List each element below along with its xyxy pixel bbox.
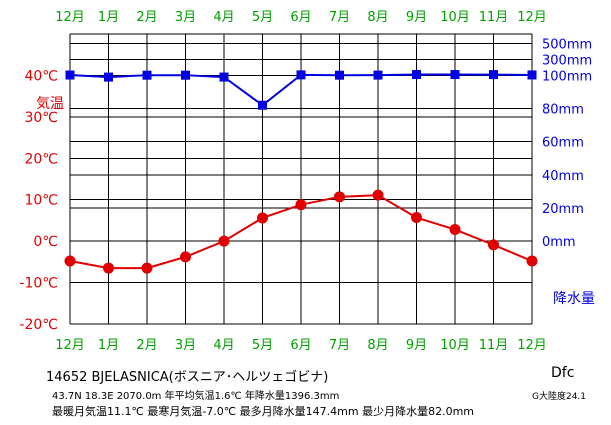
precipitation-point — [219, 72, 229, 82]
precipitation-tick-label: 300mm — [542, 53, 592, 68]
precipitation-point — [489, 70, 498, 80]
temperature-point — [449, 224, 461, 236]
month-label-bottom: 1月 — [98, 338, 119, 353]
precipitation-tick-label: 20mm — [542, 202, 584, 217]
precipitation-point — [527, 70, 537, 80]
temperature-point — [103, 262, 114, 274]
precipitation-tick-label: 100mm — [542, 69, 592, 84]
precipitation-tick-label: 0mm — [542, 235, 576, 250]
month-label-bottom: 3月 — [175, 338, 196, 353]
temperature-tick-label: 30℃ — [24, 110, 58, 126]
month-label-top: 11月 — [479, 10, 509, 25]
precipitation-point — [104, 72, 113, 82]
precipitation-point — [373, 70, 383, 80]
month-label-bottom: 5月 — [252, 338, 273, 353]
precipitation-axis-label: 降水量 — [553, 291, 595, 307]
precipitation-point — [65, 70, 75, 80]
temperature-point — [141, 262, 153, 274]
temperature-point — [295, 199, 307, 211]
precipitation-point — [296, 70, 306, 80]
month-label-bottom: 8月 — [367, 338, 388, 353]
temperature-tick-label: 40℃ — [24, 68, 58, 84]
precipitation-point — [258, 100, 267, 110]
month-label-bottom: 9月 — [406, 338, 427, 353]
temperature-point — [64, 255, 76, 267]
continentality-index: G大陸度24.1 — [532, 392, 587, 402]
station-statistics: 43.7N 18.3E 2070.0m 年平均気温1.6℃ 年降水量1396.3… — [52, 391, 340, 402]
month-label-top: 12月 — [55, 10, 85, 25]
month-label-bottom: 2月 — [136, 338, 157, 353]
precipitation-tick-label: 60mm — [542, 136, 584, 151]
month-label-top: 10月 — [440, 10, 470, 25]
station-extremes: 最暖月気温11.1℃ 最寒月気温-7.0℃ 最多月降水量147.4mm 最少月降… — [52, 405, 474, 418]
month-label-top: 3月 — [175, 10, 196, 25]
climate-classification: Dfc — [551, 365, 575, 381]
temperature-tick-label: -20℃ — [19, 317, 58, 333]
month-label-top: 9月 — [406, 10, 427, 25]
temperature-point — [526, 255, 538, 267]
temperature-point — [257, 212, 268, 224]
month-label-bottom: 12月 — [517, 338, 547, 353]
month-label-bottom: 6月 — [290, 338, 311, 353]
precipitation-tick-label: 80mm — [542, 103, 584, 118]
month-label-top: 5月 — [252, 10, 273, 25]
temperature-axis-label: 気温 — [36, 96, 64, 112]
station-name: 14652 BJELASNICA(ボスニア･ヘルツェゴビナ) — [46, 370, 329, 385]
month-label-top: 1月 — [98, 10, 119, 25]
precipitation-tick-label: 500mm — [542, 37, 592, 52]
temperature-tick-label: 10℃ — [24, 193, 58, 209]
month-label-top: 8月 — [367, 10, 388, 25]
precipitation-point — [335, 70, 344, 80]
month-label-top: 4月 — [213, 10, 234, 25]
precipitation-tick-label: 40mm — [542, 169, 584, 184]
temperature-point — [180, 251, 191, 263]
precipitation-point — [450, 70, 460, 80]
temperature-tick-label: -10℃ — [19, 276, 58, 292]
month-label-bottom: 4月 — [213, 338, 234, 353]
month-label-bottom: 7月 — [329, 338, 350, 353]
temperature-tick-label: 0℃ — [33, 234, 58, 250]
precipitation-point — [181, 70, 190, 80]
temperature-point — [334, 191, 345, 203]
temperature-point — [488, 239, 499, 251]
temperature-tick-label: 20℃ — [24, 151, 58, 167]
climate-chart: 12月 12月 1月 1月 2月 2月 3月 3月 4月 4月 5月 5月 6月 6月 7月 7月 8月 8月 9月… — [19, 10, 595, 353]
month-label-bottom: 10月 — [440, 338, 470, 353]
temperature-point — [411, 212, 422, 224]
month-label-bottom: 11月 — [479, 338, 509, 353]
precipitation-point — [412, 70, 421, 80]
month-label-top: 12月 — [517, 10, 547, 25]
month-label-top: 7月 — [329, 10, 350, 25]
month-label-bottom: 12月 — [55, 338, 85, 353]
temperature-point — [372, 189, 384, 201]
month-label-top: 2月 — [136, 10, 157, 25]
precipitation-point — [142, 70, 152, 80]
temperature-point — [218, 235, 230, 247]
month-label-top: 6月 — [290, 10, 311, 25]
